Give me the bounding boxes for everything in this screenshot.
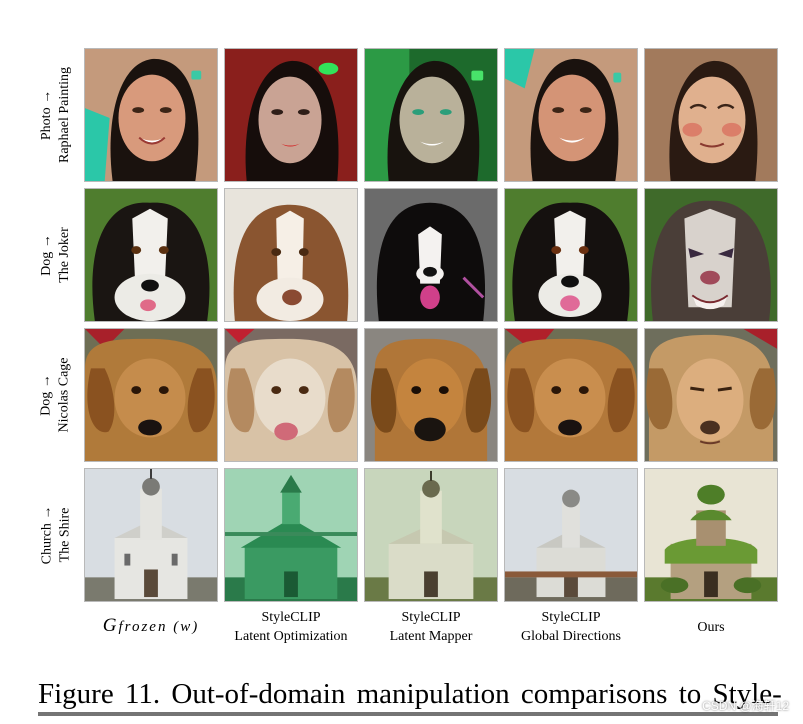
- col-label-ours: Ours: [697, 620, 725, 635]
- col-label-global-directions: StyleCLIP Global Directions: [521, 610, 621, 644]
- image-church-latent-optimization: [224, 468, 358, 602]
- image-face-global-directions: [504, 48, 638, 182]
- row-label-dog-cage: Dog → Nicolas Cage: [39, 357, 72, 433]
- image-dog-cage-global-directions: [504, 328, 638, 462]
- image-dog-joker-ours: [644, 188, 778, 322]
- image-dog-joker-original: [84, 188, 218, 322]
- image-face-original: [84, 48, 218, 182]
- image-church-latent-mapper: [364, 468, 498, 602]
- image-dog-cage-original: [84, 328, 218, 462]
- image-church-global-directions: [504, 468, 638, 602]
- col-label-latent-mapper: StyleCLIP Latent Mapper: [389, 610, 473, 644]
- image-dog-joker-global-directions: [504, 188, 638, 322]
- image-dog-joker-latent-mapper: [364, 188, 498, 322]
- image-church-ours: [644, 468, 778, 602]
- row-label-dog-joker: Dog → The Joker: [39, 227, 72, 283]
- image-dog-joker-latent-optimization: [224, 188, 358, 322]
- caption-next-line-cut: [38, 712, 778, 724]
- figure-caption: Figure 11. Out-of-domain manipulation co…: [38, 678, 782, 710]
- col-label-latent-optimization: StyleCLIP Latent Optimization: [234, 610, 348, 644]
- watermark: CSDN @海轩12: [702, 699, 789, 713]
- col-label-gfrozen: Gfrozen (w): [102, 615, 200, 636]
- image-face-latent-optimization: [224, 48, 358, 182]
- row-label-church-shire: Church → The Shire: [39, 505, 72, 565]
- image-face-latent-mapper: [364, 48, 498, 182]
- image-dog-cage-latent-optimization: [224, 328, 358, 462]
- image-dog-cage-latent-mapper: [364, 328, 498, 462]
- image-dog-cage-ours: [644, 328, 778, 462]
- row-label-photo-raphael: Photo → Raphael Painting: [39, 66, 73, 164]
- image-face-ours: [644, 48, 778, 182]
- image-church-original: [84, 468, 218, 602]
